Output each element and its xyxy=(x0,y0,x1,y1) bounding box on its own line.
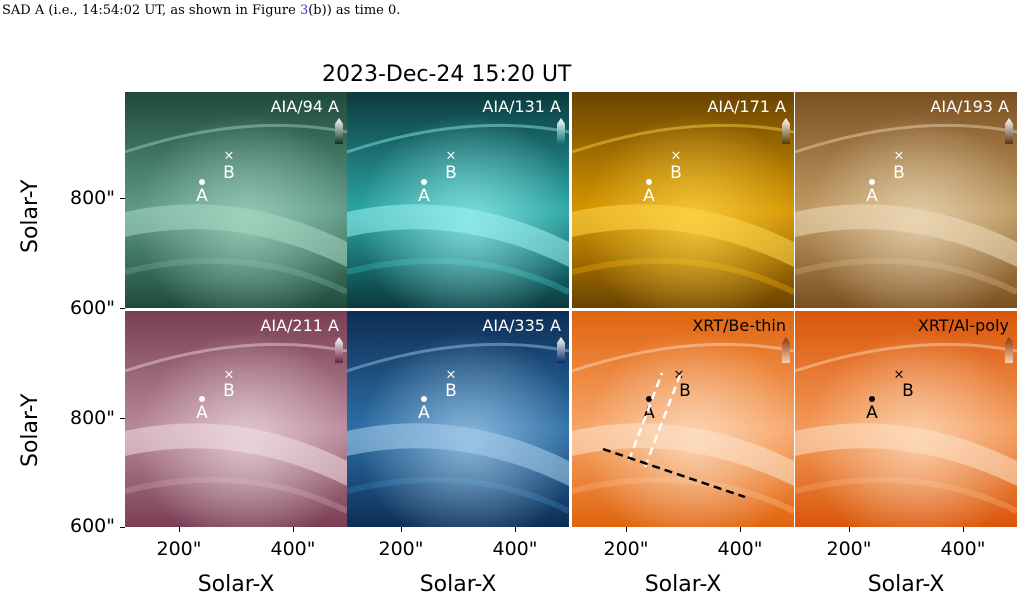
image-panel-aia-131-a: AIA/131 A A × B xyxy=(347,92,569,308)
panel-channel-label: AIA/171 A xyxy=(707,97,786,116)
y-tickmark xyxy=(120,418,125,419)
point-b-label: B xyxy=(223,163,235,183)
solar-image xyxy=(125,92,347,308)
image-panel-aia-171-a: AIA/171 A A × B xyxy=(572,92,794,308)
point-a-marker xyxy=(199,179,205,185)
colorbar-arrow-icon xyxy=(1005,337,1013,363)
x-tick-label: 200" xyxy=(826,538,872,560)
x-tick-label: 200" xyxy=(156,538,202,560)
colorbar-arrow-icon xyxy=(1005,118,1013,144)
point-a-marker xyxy=(421,179,427,185)
point-b-label: B xyxy=(670,163,682,183)
point-b-marker: × xyxy=(445,367,457,383)
y-tickmark xyxy=(120,308,125,309)
colorbar-arrow-icon xyxy=(335,337,343,363)
y-tick-800-top: 800" xyxy=(69,187,115,209)
point-a-label: A xyxy=(418,186,430,206)
x-tickmark xyxy=(401,527,402,532)
point-b-marker: × xyxy=(223,148,235,164)
x-tickmark xyxy=(293,527,294,532)
panel-channel-label: AIA/94 A xyxy=(270,97,339,116)
solar-image xyxy=(572,92,794,308)
point-a-label: A xyxy=(643,403,655,423)
point-b-marker: × xyxy=(893,367,905,383)
point-b-label: B xyxy=(893,163,905,183)
point-b-label: B xyxy=(223,381,235,401)
x-tick-label: 400" xyxy=(940,538,986,560)
x-tick-label: 400" xyxy=(492,538,538,560)
figure-title: 2023-Dec-24 15:20 UT xyxy=(322,62,572,87)
caption-line: SAD A (i.e., 14:54:02 UT, as shown in Fi… xyxy=(2,3,400,19)
solar-image xyxy=(795,311,1017,527)
panel-channel-label: XRT/Al-poly xyxy=(917,316,1009,335)
y-axis-label-top: Solar-Y xyxy=(18,179,43,253)
image-panel-aia-335-a: AIA/335 A A × B xyxy=(347,311,569,527)
solar-image xyxy=(347,92,569,308)
y-tick-600-bottom: 600" xyxy=(69,515,115,537)
point-b-marker: × xyxy=(670,148,682,164)
y-axis-label-bottom: Solar-Y xyxy=(18,393,43,467)
point-b-marker: × xyxy=(893,148,905,164)
point-a-label: A xyxy=(418,403,430,423)
x-tick-label: 200" xyxy=(378,538,424,560)
y-tickmark xyxy=(120,198,125,199)
solar-image xyxy=(795,92,1017,308)
image-panel-xrt-be-thin: XRT/Be-thin A × B xyxy=(572,311,794,527)
colorbar-arrow-icon xyxy=(782,337,790,363)
x-axis-label: Solar-X xyxy=(867,572,945,597)
x-axis-label: Solar-X xyxy=(197,572,275,597)
x-tickmark xyxy=(740,527,741,532)
solar-image xyxy=(347,311,569,527)
point-b-marker: × xyxy=(223,367,235,383)
point-b-label: B xyxy=(902,381,914,401)
x-tick-label: 400" xyxy=(270,538,316,560)
point-b-marker: × xyxy=(445,148,457,164)
panel-channel-label: XRT/Be-thin xyxy=(692,316,786,335)
point-b-label: B xyxy=(679,381,691,401)
x-tickmark xyxy=(963,527,964,532)
point-b-label: B xyxy=(445,163,457,183)
colorbar-arrow-icon xyxy=(782,118,790,144)
x-tickmark xyxy=(179,527,180,532)
point-a-label: A xyxy=(866,186,878,206)
solar-image xyxy=(572,311,794,527)
point-b-marker: × xyxy=(673,367,685,383)
x-axis-label: Solar-X xyxy=(644,572,722,597)
x-axis-label: Solar-X xyxy=(419,572,497,597)
point-a-label: A xyxy=(866,403,878,423)
panel-channel-label: AIA/131 A xyxy=(482,97,561,116)
caption-suffix: (b)) as time 0. xyxy=(308,3,401,18)
colorbar-arrow-icon xyxy=(557,337,565,363)
point-a-marker xyxy=(199,396,205,402)
solar-image xyxy=(125,311,347,527)
point-a-label: A xyxy=(643,186,655,206)
point-a-label: A xyxy=(196,403,208,423)
point-a-marker xyxy=(646,179,652,185)
y-tickmark xyxy=(120,527,125,528)
x-tickmark xyxy=(849,527,850,532)
image-panel-aia-211-a: AIA/211 A A × B xyxy=(125,311,347,527)
panel-channel-label: AIA/211 A xyxy=(260,316,339,335)
panel-channel-label: AIA/193 A xyxy=(930,97,1009,116)
image-panel-xrt-al-poly: XRT/Al-poly A × B xyxy=(795,311,1017,527)
y-tick-600-top: 600" xyxy=(69,297,115,319)
colorbar-arrow-icon xyxy=(557,118,565,144)
point-a-marker xyxy=(421,396,427,402)
x-tick-label: 400" xyxy=(717,538,763,560)
panel-channel-label: AIA/335 A xyxy=(482,316,561,335)
point-a-marker xyxy=(646,396,652,402)
caption-prefix: SAD A (i.e., 14:54:02 UT, as shown in Fi… xyxy=(2,3,300,18)
y-tick-800-bottom: 800" xyxy=(69,407,115,429)
point-b-label: B xyxy=(445,381,457,401)
x-tickmark xyxy=(515,527,516,532)
point-a-label: A xyxy=(196,186,208,206)
point-a-marker xyxy=(869,179,875,185)
colorbar-arrow-icon xyxy=(335,118,343,144)
point-a-marker xyxy=(869,396,875,402)
x-tick-label: 200" xyxy=(603,538,649,560)
figure-ref-link[interactable]: 3 xyxy=(299,3,309,18)
image-panel-aia-94-a: AIA/94 A A × B xyxy=(125,92,347,308)
x-tickmark xyxy=(626,527,627,532)
image-panel-aia-193-a: AIA/193 A A × B xyxy=(795,92,1017,308)
